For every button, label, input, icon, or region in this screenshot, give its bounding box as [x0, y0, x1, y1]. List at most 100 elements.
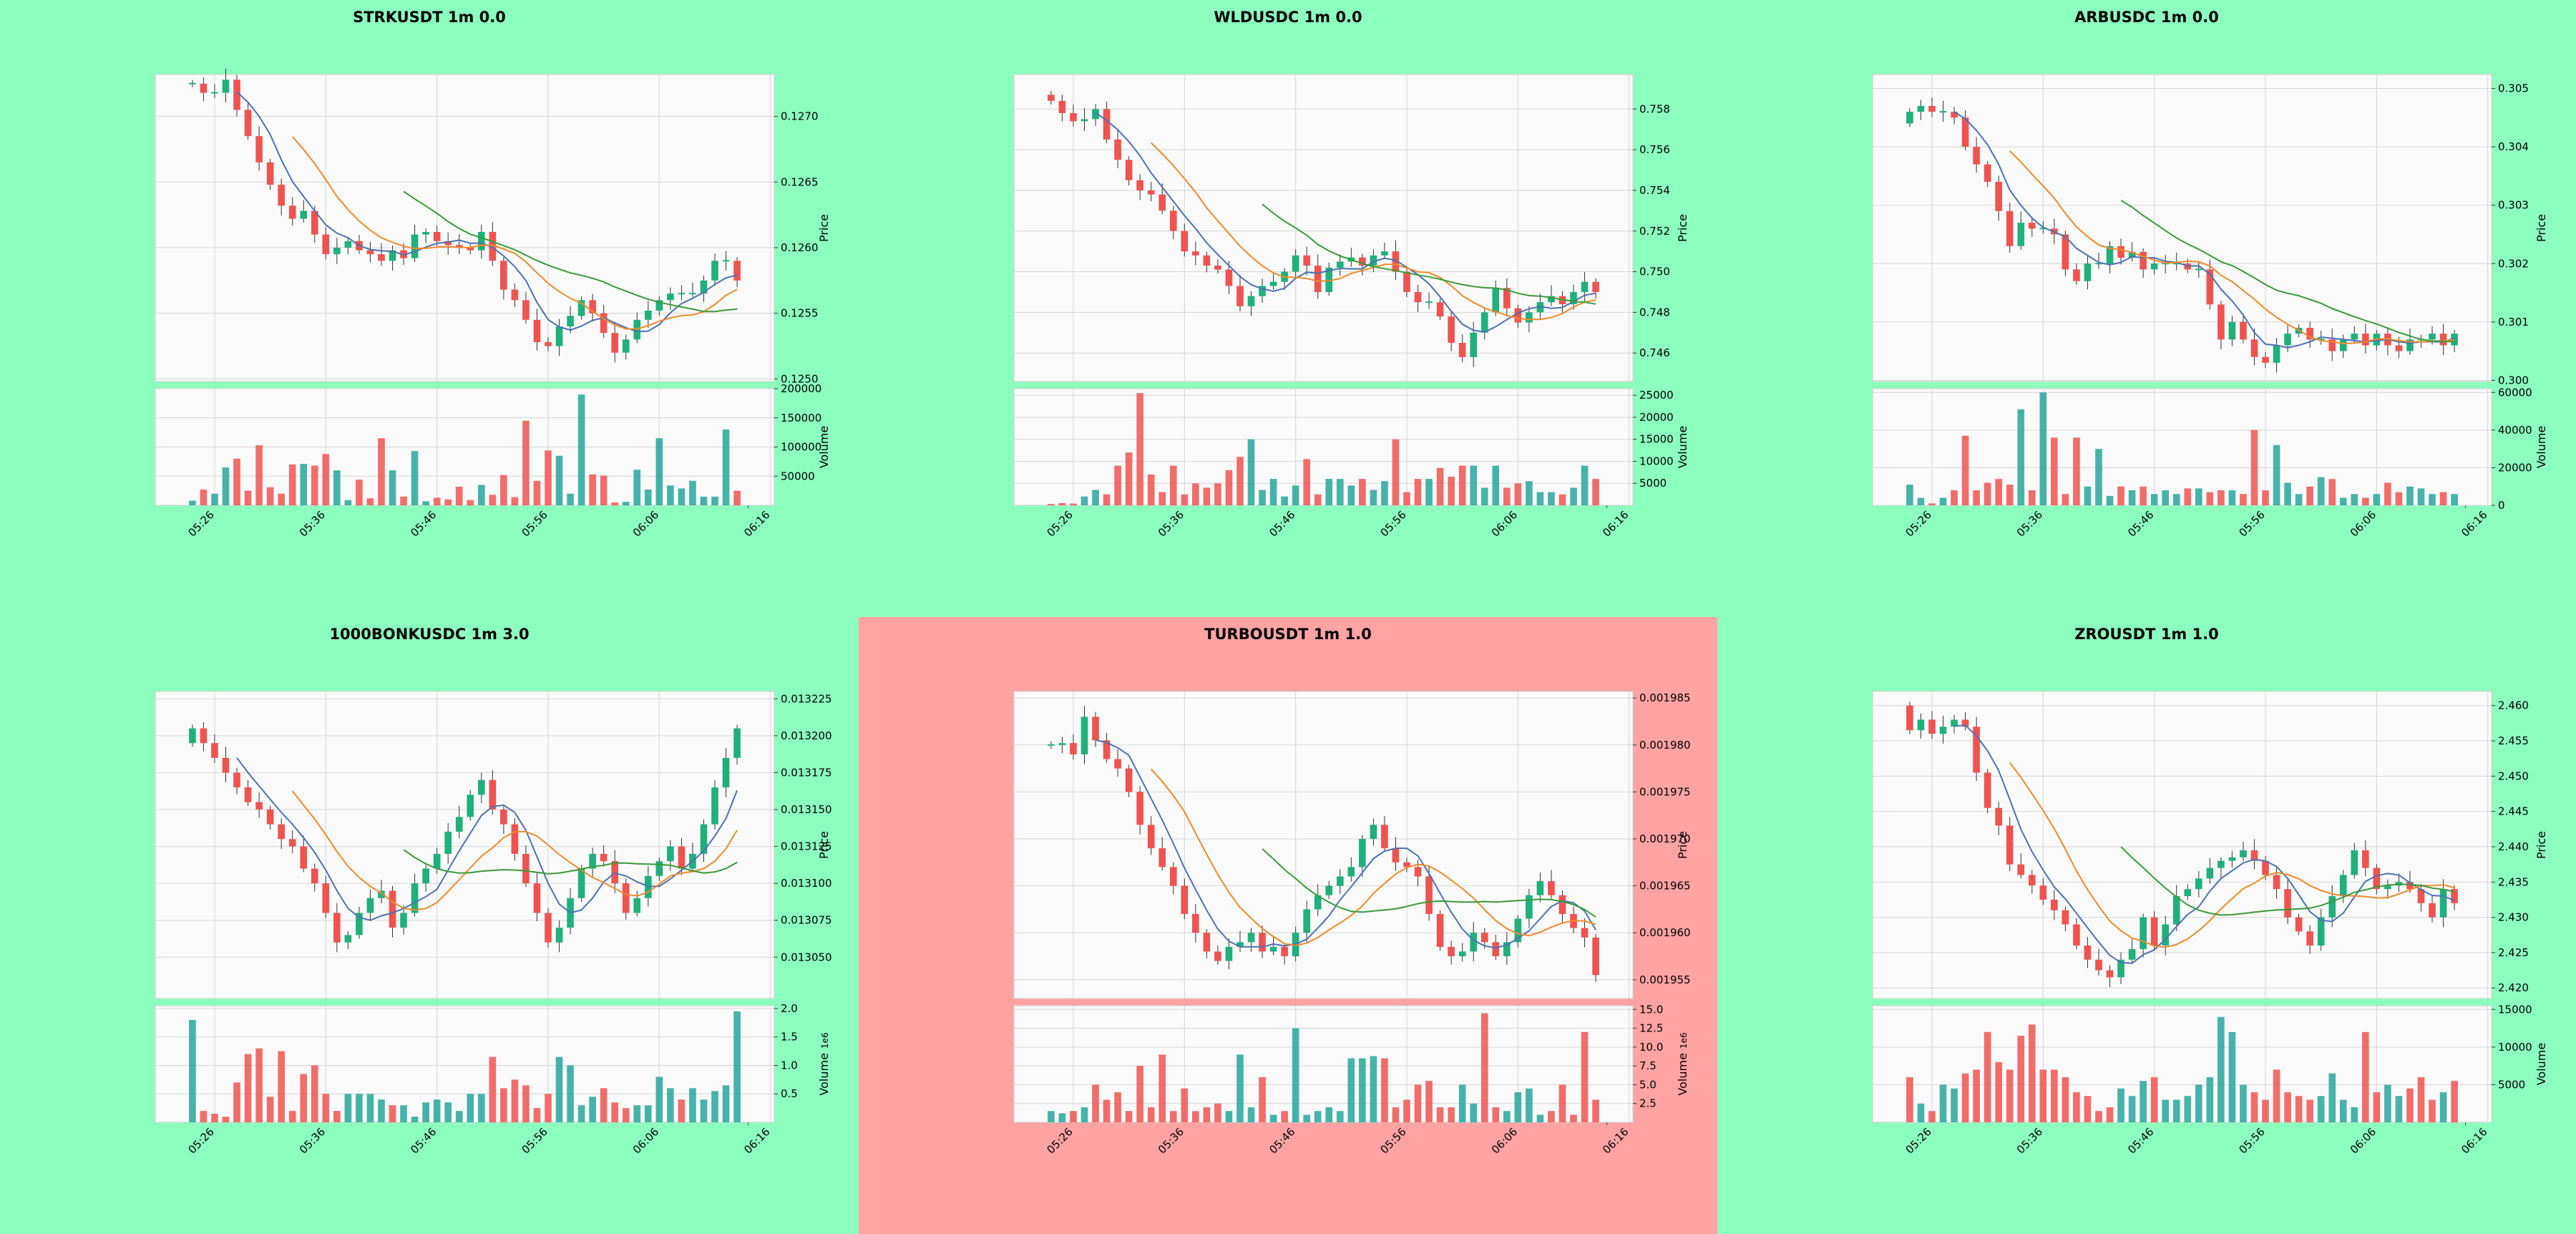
price-tick-label: 0.001985 — [1639, 691, 1691, 704]
candle-down — [1136, 792, 1143, 825]
candle-down — [1114, 759, 1121, 769]
volume-bar — [1436, 1107, 1444, 1122]
candle-up — [2106, 246, 2114, 264]
candle-down — [1147, 825, 1155, 849]
volume-bar — [2373, 494, 2381, 505]
candle-up — [2317, 917, 2325, 946]
volume-bar — [700, 1099, 708, 1122]
volume-bar — [1470, 465, 1478, 505]
candle-down — [322, 883, 330, 913]
volume-bar — [655, 438, 663, 505]
candle-down — [2095, 959, 2102, 971]
candle-down — [1225, 269, 1233, 286]
volume-bar — [2162, 490, 2170, 505]
price-axes — [1872, 74, 2492, 382]
candle-up — [1381, 251, 1388, 256]
volume-bar — [189, 500, 196, 505]
price-tick-label: 0.013225 — [781, 692, 832, 705]
volume-bar — [2206, 1077, 2214, 1122]
candle-up — [2172, 263, 2180, 265]
candle-down — [1448, 316, 1455, 344]
volume-bar — [633, 470, 641, 505]
price-tick-label: 0.1270 — [781, 110, 819, 123]
price-tick-label: 2.445 — [2498, 805, 2529, 818]
candle-down — [1480, 933, 1488, 943]
volume-bar — [311, 465, 318, 505]
volume-bar — [2150, 1077, 2158, 1122]
volume-bar — [2228, 1031, 2236, 1122]
volume-bar — [1125, 452, 1133, 505]
price-tick-label: 0.758 — [1639, 102, 1670, 115]
candle-down — [733, 261, 741, 281]
volume-bar — [2406, 486, 2414, 505]
candle-up — [222, 79, 230, 93]
candle-up — [2284, 334, 2291, 346]
candle-up — [1058, 743, 1066, 745]
candle-up — [711, 787, 718, 825]
volume-bar — [1480, 1013, 1488, 1122]
volume-bar — [511, 1079, 519, 1122]
volume-bar — [2017, 1036, 2025, 1122]
candle-down — [1403, 271, 1410, 292]
volume-bar — [2317, 1096, 2325, 1122]
x-tick-label: 05:56 — [1378, 508, 1409, 539]
chart-title: STRKUSDT 1m 0.0 — [353, 9, 506, 26]
candle-down — [1581, 928, 1589, 938]
volume-bar — [2006, 1069, 2014, 1122]
candle-down — [1961, 117, 1969, 147]
candle-up — [1536, 881, 1544, 895]
candle-down — [533, 883, 541, 913]
chart-title: ARBUSDC 1m 0.0 — [2074, 9, 2219, 26]
volume-bar — [1192, 483, 1199, 505]
volume-bar — [1973, 490, 1980, 505]
volume-bar — [1458, 1084, 1466, 1122]
candle-up — [2206, 868, 2214, 879]
volume-bar — [1548, 492, 1555, 505]
volume-bar — [2451, 1081, 2458, 1122]
volume-bar — [200, 489, 208, 505]
volume-tick-label: 15000 — [2498, 1003, 2532, 1016]
x-tick-label: 05:26 — [185, 508, 216, 539]
volume-bar — [1370, 1056, 1377, 1122]
candle-down — [278, 185, 285, 206]
volume-bar — [1906, 485, 1913, 505]
volume-bar — [678, 1099, 686, 1122]
candle-up — [1514, 918, 1522, 943]
candle-down — [200, 728, 208, 744]
volume-bar — [1092, 490, 1099, 505]
volume-bar — [633, 1105, 641, 1122]
candle-down — [1984, 772, 1991, 808]
volume-bar — [1928, 1111, 1936, 1122]
candle-up — [378, 890, 385, 898]
candle-down — [600, 313, 608, 334]
volume-bar — [2284, 1092, 2291, 1122]
volume-bar — [533, 480, 541, 505]
candle-down — [2328, 339, 2336, 351]
candle-up — [2039, 228, 2047, 230]
candle-down — [1103, 109, 1111, 140]
candle-up — [1425, 301, 1433, 303]
volume-bar — [700, 496, 708, 505]
candle-down — [1928, 719, 1936, 734]
candle-up — [2351, 850, 2358, 875]
candle-up — [722, 757, 730, 788]
price-tick-label: 0.013075 — [781, 914, 832, 927]
candle-up — [2218, 860, 2225, 868]
volume-bar — [2262, 490, 2269, 505]
volume-bar — [2351, 1107, 2358, 1122]
candle-down — [1236, 286, 1244, 306]
candle-up — [400, 913, 407, 928]
volume-bar — [1536, 492, 1544, 505]
volume-bar — [2006, 485, 2014, 505]
volume-bar — [600, 475, 608, 505]
volume-bar — [1147, 1107, 1155, 1122]
candle-down — [489, 779, 497, 810]
candle-down — [2017, 864, 2025, 875]
candle-down — [1070, 112, 1077, 122]
volume-bar — [2439, 492, 2447, 505]
volume-bar — [1269, 479, 1277, 505]
volume-bar — [2039, 1069, 2047, 1122]
volume-axis-label-text: Volume — [1676, 1053, 1689, 1096]
volume-bar — [655, 1077, 663, 1122]
candle-down — [500, 810, 507, 825]
